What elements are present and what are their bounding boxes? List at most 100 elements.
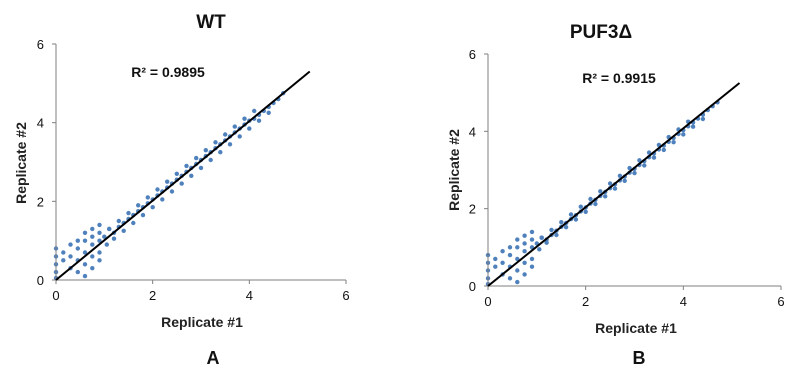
data-point (68, 254, 73, 259)
y-tick-label: 0 (37, 273, 44, 288)
data-point (646, 150, 652, 155)
data-point (642, 163, 647, 168)
data-point (198, 165, 204, 171)
data-point (97, 230, 102, 235)
x-tick-label: 2 (149, 288, 156, 303)
data-point (140, 212, 146, 218)
data-point (627, 165, 632, 171)
data-point (242, 116, 247, 121)
data-point (671, 140, 676, 145)
data-point (612, 186, 618, 191)
data-point (256, 118, 262, 123)
panel-label: A (207, 348, 220, 368)
data-point (617, 173, 623, 178)
data-point (194, 155, 199, 161)
data-point (603, 194, 608, 199)
data-point (61, 250, 66, 255)
data-point (213, 140, 218, 145)
data-point (107, 226, 112, 232)
x-tick-label: 4 (680, 294, 687, 309)
data-point (136, 203, 141, 208)
data-point (537, 247, 542, 252)
data-point (651, 155, 657, 160)
data-point (218, 150, 223, 155)
data-point (529, 256, 535, 262)
data-point (165, 179, 170, 184)
data-point (544, 240, 549, 245)
data-point (155, 187, 160, 192)
data-point (529, 264, 535, 269)
data-point (97, 238, 102, 243)
data-point (522, 249, 527, 254)
x-tick-label: 0 (52, 288, 59, 303)
data-point (507, 252, 513, 258)
data-point (75, 238, 81, 243)
data-point (174, 171, 179, 176)
data-point (68, 242, 73, 247)
data-point (150, 205, 155, 210)
data-point (82, 273, 88, 279)
data-point (90, 226, 95, 232)
data-point (75, 246, 81, 251)
data-point (90, 242, 95, 247)
data-point (588, 196, 593, 202)
x-tick-label: 0 (484, 294, 491, 309)
data-point (515, 256, 520, 262)
y-axis-label: Replicate #2 (446, 129, 462, 211)
data-point (522, 241, 527, 246)
chart-panel-wt: WT R² = 0.9895 0 2 4 6 0 2 4 6 Replicate #1 Rep… (13, 12, 350, 368)
data-point (75, 269, 81, 275)
data-point (82, 230, 88, 235)
data-point (529, 229, 535, 235)
data-point (554, 232, 559, 238)
data-point (208, 157, 213, 163)
data-point (97, 222, 102, 228)
data-point (583, 209, 588, 214)
data-point (61, 258, 66, 263)
data-point (116, 218, 122, 224)
data-point (145, 195, 150, 200)
data-point (97, 258, 102, 263)
data-point (632, 170, 637, 176)
x-tick-label: 6 (777, 294, 784, 309)
axis-ticks: 0 2 4 6 0 2 4 6 (469, 47, 785, 309)
data-point (266, 110, 271, 116)
data-point (82, 262, 88, 267)
data-point (515, 245, 520, 250)
data-point (515, 268, 520, 273)
data-point (661, 147, 666, 153)
y-tick-label: 6 (37, 37, 44, 52)
data-point (252, 108, 257, 114)
data-point (522, 260, 527, 265)
data-point (90, 254, 95, 259)
data-point (500, 249, 505, 254)
data-point (549, 227, 554, 233)
chart-title: PUF3Δ (570, 22, 632, 43)
data-point (131, 220, 136, 226)
data-point (507, 245, 513, 250)
data-point (493, 256, 498, 262)
data-point (189, 173, 194, 178)
data-point (82, 250, 88, 255)
y-tick-label: 4 (469, 124, 476, 139)
data-point (102, 234, 107, 239)
data-point (573, 217, 579, 222)
data-point (82, 238, 88, 243)
data-point (522, 272, 527, 277)
x-tick-label: 4 (246, 288, 253, 303)
data-point (529, 237, 535, 242)
y-tick-label: 0 (469, 279, 476, 294)
data-point (179, 181, 184, 186)
data-point (203, 148, 208, 153)
data-point (247, 126, 252, 131)
data-point (515, 279, 520, 285)
data-point (622, 178, 627, 183)
axis-ticks: 0 2 4 6 0 2 4 6 (37, 37, 350, 303)
x-tick-label: 2 (582, 294, 589, 309)
data-point (97, 250, 102, 255)
y-tick-label: 2 (469, 202, 476, 217)
data-point (539, 235, 544, 240)
data-point (223, 132, 228, 137)
